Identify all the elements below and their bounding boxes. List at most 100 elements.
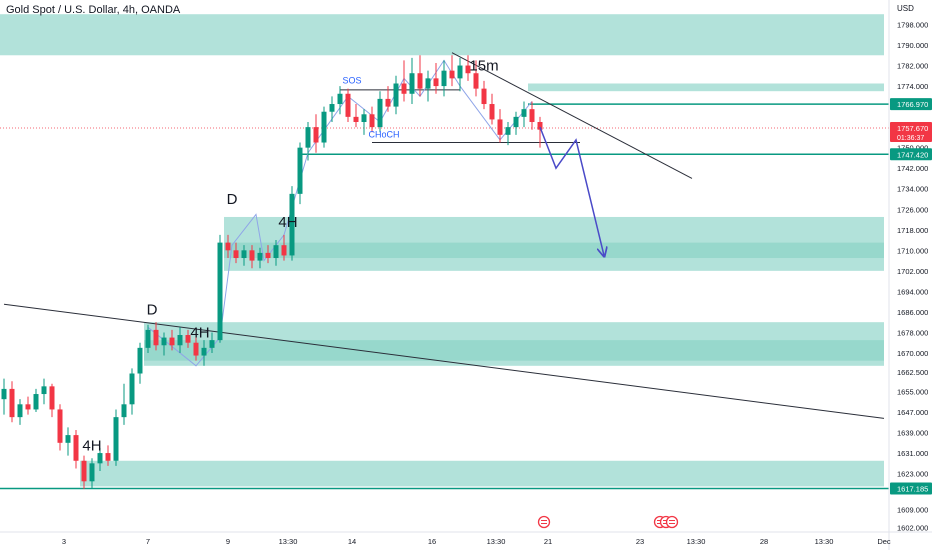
candle-21 — [169, 337, 175, 346]
trendline-1 — [451, 52, 693, 179]
candle-1 — [9, 388, 15, 418]
trendline-0 — [3, 303, 885, 419]
candle-55 — [441, 70, 447, 87]
x-tick-label-9: 13:30 — [687, 537, 706, 546]
price-badge-label-2: 1617.185 — [897, 485, 928, 494]
price-badge-2 — [890, 482, 932, 495]
candle-31 — [249, 250, 255, 261]
candle-34 — [273, 245, 279, 259]
candle-50 — [401, 83, 407, 94]
candle-57 — [457, 65, 463, 79]
y-tick-label-19: 1750.000 — [897, 144, 928, 153]
annotation-label-1: 4H — [278, 214, 297, 231]
event-flag-icon-0-0 — [537, 515, 551, 529]
x-tick-label-6: 13:30 — [487, 537, 506, 546]
candle-18 — [145, 329, 151, 348]
candle-45 — [361, 114, 367, 122]
candle-29 — [233, 250, 239, 259]
candle-13 — [105, 453, 111, 461]
candle-66 — [529, 109, 535, 122]
candle-58 — [465, 65, 471, 74]
x-tick-label-12: Dec — [877, 537, 891, 546]
x-tick-label-0: 3 — [62, 537, 66, 546]
candle-28 — [225, 242, 231, 251]
y-tick-label-18: 1742.000 — [897, 164, 928, 173]
y-tick-label-5: 1639.000 — [897, 429, 928, 438]
candle-25 — [201, 347, 207, 356]
y-tick-label-12: 1694.000 — [897, 287, 928, 296]
candle-63 — [505, 127, 511, 135]
candle-7 — [57, 409, 63, 443]
candle-56 — [449, 70, 455, 79]
candle-49 — [393, 83, 399, 107]
candle-52 — [417, 73, 423, 89]
y-tick-label-10: 1678.000 — [897, 328, 928, 337]
candle-14 — [113, 417, 119, 461]
price-badge-label-0: 1766.970 — [897, 100, 928, 109]
candle-35 — [281, 245, 287, 256]
zone-6 — [80, 460, 884, 487]
candle-67 — [537, 121, 543, 130]
candle-0 — [1, 388, 7, 400]
y-tick-label-9: 1670.000 — [897, 349, 928, 358]
zone-3 — [224, 242, 884, 259]
y-tick-label-8: 1662.500 — [897, 368, 928, 377]
y-tick-label-1: 1609.000 — [897, 506, 928, 515]
x-tick-label-5: 16 — [428, 537, 436, 546]
y-tick-label-13: 1702.000 — [897, 267, 928, 276]
candle-39 — [313, 127, 319, 143]
y-tick-label-17: 1734.000 — [897, 185, 928, 194]
zone-0 — [0, 14, 884, 56]
candle-8 — [65, 435, 71, 443]
x-tick-label-3: 13:30 — [279, 537, 298, 546]
annotation-label-5: 15m — [469, 58, 498, 75]
zone-1 — [528, 83, 884, 92]
annotation-label-0: D — [227, 191, 238, 208]
candle-54 — [433, 78, 439, 87]
countdown-label: 01:36:37 — [897, 135, 924, 142]
candle-61 — [489, 104, 495, 120]
x-tick-label-1: 7 — [146, 537, 150, 546]
y-tick-label-15: 1718.000 — [897, 226, 928, 235]
y-tick-label-22: 1774.000 — [897, 82, 928, 91]
candle-46 — [369, 114, 375, 128]
candle-22 — [177, 335, 183, 346]
y-tick-label-11: 1686.000 — [897, 308, 928, 317]
candle-48 — [385, 98, 391, 107]
y-tick-label-0: 1602.000 — [897, 523, 928, 532]
candle-19 — [153, 329, 159, 346]
current-price-label: 1757.670 — [897, 124, 928, 133]
candle-30 — [241, 250, 247, 259]
y-tick-label-24: 1790.000 — [897, 41, 928, 50]
candle-2 — [17, 404, 23, 418]
candle-42 — [337, 93, 343, 105]
candle-9 — [73, 435, 79, 461]
zone-5 — [144, 340, 884, 361]
candle-33 — [265, 252, 271, 259]
candle-20 — [161, 337, 167, 346]
annotation-label-7: CHoCH — [368, 129, 399, 139]
annotation-label-3: 4H — [190, 325, 209, 342]
candle-60 — [481, 88, 487, 105]
candle-44 — [353, 116, 359, 122]
projection-path — [539, 126, 604, 255]
candle-4 — [33, 394, 39, 410]
price-badge-0 — [890, 98, 932, 111]
candle-59 — [473, 73, 479, 89]
candle-16 — [129, 373, 135, 405]
candle-47 — [377, 98, 383, 128]
current-price-badge — [890, 121, 932, 142]
candle-24 — [193, 342, 199, 356]
chart-title: Gold Spot / U.S. Dollar, 4h, OANDA — [6, 4, 181, 16]
candle-5 — [41, 386, 47, 395]
candle-37 — [297, 147, 303, 194]
annotation-label-6: SOS — [342, 75, 361, 85]
candle-51 — [409, 73, 415, 94]
y-tick-label-16: 1726.000 — [897, 205, 928, 214]
candle-64 — [513, 116, 519, 128]
candle-32 — [257, 252, 263, 261]
candle-36 — [289, 193, 295, 256]
candle-40 — [321, 111, 327, 143]
